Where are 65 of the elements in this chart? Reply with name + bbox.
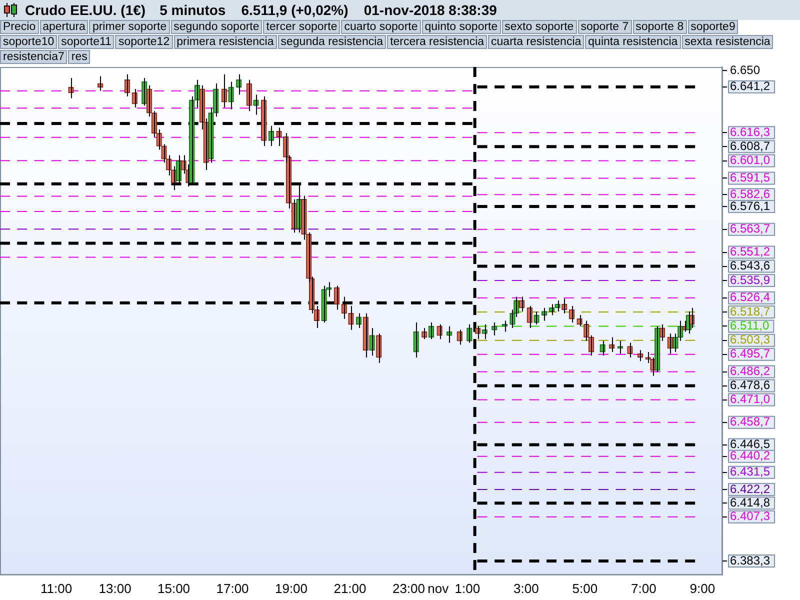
- text: soporte11: [58, 35, 114, 49]
- y-tick-label: 6.383,3: [730, 553, 770, 568]
- text: res: [68, 50, 90, 64]
- text: sexto soporte: [502, 20, 577, 34]
- y-tick-label: 6.440,2: [730, 448, 770, 463]
- x-tick-label: 9:00: [690, 580, 716, 596]
- text: resistencia7: [0, 50, 68, 64]
- y-tick-label: 6.478,6: [730, 378, 770, 392]
- y-tick-label: 6.582,6: [730, 186, 770, 201]
- y-tick-label: 6.641,2: [730, 79, 770, 94]
- y-tick-label: 6.486,2: [730, 364, 770, 378]
- text: soporte 7: [578, 20, 632, 34]
- y-tick-label: 6.526,4: [730, 290, 770, 304]
- chart-title: Crudo EE.UU. (1€): [25, 2, 146, 18]
- y-tick-label: 6.518,7: [730, 304, 770, 318]
- x-tick-label: 19:00: [274, 580, 308, 596]
- y-tick-label: 6.650: [730, 62, 760, 77]
- y-tick-label: 6.422,2: [730, 482, 770, 496]
- y-tick-label: 6.458,7: [730, 414, 770, 429]
- x-tick-label: 21:00: [334, 580, 366, 596]
- text: primera resistencia: [174, 35, 277, 49]
- y-tick-label: 6.616,3: [730, 124, 770, 139]
- text: apertura: [40, 20, 88, 34]
- y-tick-label: 6.576,1: [730, 198, 770, 213]
- x-tick-label: 11:00: [40, 580, 72, 596]
- x-tick-label: 7:00: [631, 580, 656, 596]
- x-tick-label: 17:00: [216, 580, 249, 596]
- text: cuarto soporte: [341, 20, 421, 34]
- x-tick-label: 13:00: [98, 580, 132, 596]
- text: segunda resistencia: [278, 35, 386, 49]
- text: segundo soporte: [170, 20, 262, 34]
- text: quinta resistencia: [585, 35, 681, 49]
- x-tick-label: 5:00: [572, 580, 598, 596]
- y-tick-label: 6.551,2: [730, 244, 770, 259]
- y-tick-label: 6.535,9: [730, 272, 770, 287]
- y-tick-label: 6.563,7: [730, 222, 770, 236]
- x-tick-label: 3:00: [514, 580, 539, 596]
- text: quinto soporte: [422, 20, 501, 34]
- y-tick-label: 6.446,5: [730, 437, 770, 452]
- y-tick-label: 6.503,3: [730, 332, 770, 347]
- y-tick-label: 6.608,7: [730, 138, 770, 153]
- y-tick-label: 6.495,7: [730, 346, 770, 361]
- text: tercer soporte: [263, 20, 340, 34]
- y-tick-label: 6.414,8: [730, 495, 770, 510]
- text: tercera resistencia: [387, 35, 488, 49]
- text: soporte9: [688, 20, 738, 34]
- x-tick-label: 1:00: [454, 580, 480, 596]
- x-tick-label: 15:00: [157, 580, 190, 596]
- y-tick-label: 6.471,0: [730, 392, 770, 406]
- x-tick-label: 23:00: [392, 580, 425, 596]
- y-tick-label: 6.591,5: [730, 170, 770, 185]
- y-tick-label: 6.511,0: [730, 318, 770, 333]
- y-tick-label: 6.601,0: [730, 153, 770, 168]
- y-tick-label: 6.407,3: [730, 509, 770, 524]
- text: soporte12: [115, 35, 173, 49]
- chart-subtitle: 5 minutos 6.511,9 (+0,02%) 01-nov-2018 8:38:39: [160, 2, 497, 18]
- text: cuarta resistencia: [488, 35, 584, 49]
- y-tick-label: 6.431,5: [730, 464, 770, 479]
- x-tick-label: nov: [428, 580, 450, 596]
- text: soporte10: [0, 35, 58, 49]
- text: Precio: [0, 20, 39, 34]
- text: primer soporte: [89, 20, 170, 34]
- text: soporte 8: [632, 20, 687, 34]
- y-tick-label: 6.543,6: [730, 258, 770, 273]
- text: sexta resistencia: [682, 35, 774, 49]
